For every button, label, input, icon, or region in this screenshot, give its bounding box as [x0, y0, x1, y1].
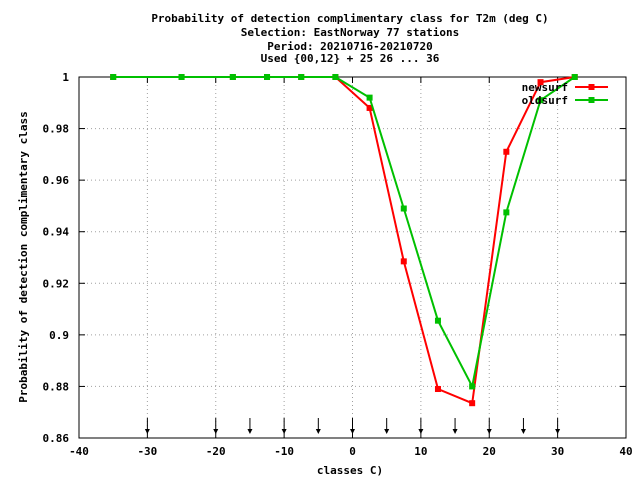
newsurf-point: [434, 386, 441, 393]
arrow-head: [384, 429, 390, 434]
oldsurf-point: [434, 317, 441, 324]
oldsurf-point: [537, 97, 544, 104]
x-tick-label: -10: [274, 445, 294, 458]
oldsurf-point: [469, 383, 476, 390]
legend-item-oldsurf: oldsurf: [522, 94, 608, 107]
class-limit-arrow: [520, 418, 526, 434]
class-limit-arrow: [247, 418, 253, 434]
y-tick-label: 0.86: [43, 432, 70, 445]
newsurf-point: [469, 400, 476, 407]
y-axis-label: Probability of detection complimentary c…: [17, 111, 30, 402]
oldsurf-point: [178, 74, 185, 80]
oldsurf-point: [229, 74, 236, 80]
chart-title: Probability of detection complimentary c…: [151, 12, 548, 65]
title-line-2: Selection: EastNorway 77 stations: [241, 26, 460, 39]
y-tick-label: 1: [62, 71, 69, 84]
y-tick-label: 0.98: [43, 123, 70, 136]
x-tick-label: 40: [619, 445, 632, 458]
oldsurf-point: [298, 74, 305, 80]
legend-label: newsurf: [522, 81, 568, 94]
x-tick-label: 10: [414, 445, 427, 458]
arrow-head: [350, 429, 355, 434]
title-line-1: Probability of detection complimentary c…: [151, 12, 548, 25]
newsurf-point: [366, 104, 373, 111]
legend-label: oldsurf: [522, 94, 568, 107]
series-oldsurf: [110, 74, 578, 390]
newsurf-point: [537, 79, 544, 86]
arrow-head: [144, 429, 150, 434]
class-limit-arrow: [144, 418, 150, 434]
arrow-head: [452, 429, 458, 434]
arrow-head: [520, 429, 526, 434]
series-newsurf: [110, 74, 578, 407]
series-group: [110, 74, 578, 407]
x-tick-label: 0: [349, 445, 356, 458]
class-limit-arrow: [281, 418, 287, 434]
oldsurf-point: [110, 74, 117, 80]
newsurf-point: [503, 148, 510, 155]
class-limit-arrows: [144, 418, 561, 434]
y-tick-label: 0.96: [43, 174, 70, 187]
x-tick-label: -40: [69, 445, 89, 458]
y-tick-labels: 0.86 0.88 0.9 0.92 0.94 0.96 0.98 1: [43, 71, 70, 445]
title-line-4: Used {00,12} + 25 26 ... 36: [261, 52, 440, 65]
legend-item-newsurf: newsurf: [522, 81, 608, 94]
legend-marker: [588, 97, 595, 103]
y-tick-label: 0.94: [43, 226, 70, 239]
x-tick-label: -30: [137, 445, 157, 458]
arrow-head: [486, 429, 492, 434]
x-axis-label: classes C): [317, 464, 383, 477]
x-tick-label: -20: [206, 445, 226, 458]
grid: [79, 77, 626, 438]
arrow-head: [555, 429, 561, 434]
oldsurf-point: [503, 209, 510, 216]
class-limit-arrow: [486, 418, 492, 434]
oldsurf-point: [264, 74, 271, 80]
class-limit-arrow: [384, 418, 390, 434]
arrow-head: [315, 429, 321, 434]
arrow-head: [213, 429, 219, 434]
class-limit-arrow: [418, 418, 424, 434]
class-limit-arrow: [555, 418, 561, 434]
x-tick-label: 20: [483, 445, 496, 458]
newsurf-line: [113, 76, 575, 405]
x-tick-labels: -40 -30 -20 -10 0 10 20 30 40: [69, 445, 633, 458]
x-tick-label: 30: [551, 445, 564, 458]
y-tick-label: 0.88: [43, 380, 70, 393]
title-line-3: Period: 20210716-20210720: [267, 40, 433, 53]
y-tick-label: 0.92: [43, 277, 70, 290]
y-tick-label: 0.9: [49, 329, 69, 342]
legend-marker: [588, 84, 595, 90]
class-limit-arrow: [315, 418, 321, 434]
oldsurf-point: [400, 205, 407, 212]
class-limit-arrow: [213, 418, 219, 434]
arrow-head: [281, 429, 287, 434]
oldsurf-point: [332, 74, 339, 80]
arrow-head: [418, 429, 424, 434]
class-limit-arrow: [452, 418, 458, 434]
oldsurf-point: [571, 74, 578, 80]
newsurf-point: [400, 258, 407, 265]
arrow-head: [247, 429, 253, 434]
class-limit-arrow: [350, 418, 355, 434]
oldsurf-point: [366, 94, 373, 101]
